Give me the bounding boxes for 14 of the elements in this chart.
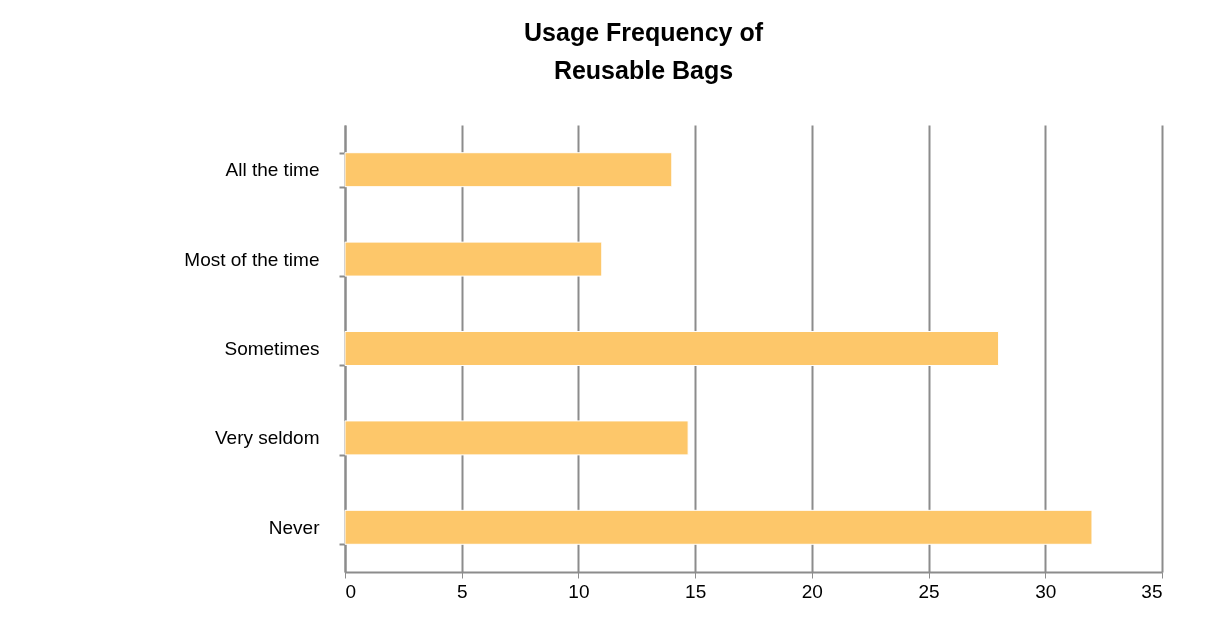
x-tick-label: 10	[568, 580, 590, 602]
y-tick-label: Sometimes	[224, 338, 320, 359]
x-tick-label: 5	[456, 580, 468, 602]
x-tick-label: 30	[1035, 580, 1057, 602]
x-tick-label: 25	[918, 580, 940, 602]
y-tick-label: Very seldom	[214, 427, 320, 449]
y-tick-label: Never	[268, 516, 321, 538]
x-tick-label: 15	[685, 580, 707, 602]
x-tick-label: 20	[801, 580, 823, 602]
x-tick-label: 35	[1141, 580, 1163, 602]
y-tick-label: Most of the time	[184, 248, 320, 270]
x-tick-label: 0	[345, 580, 357, 602]
chart-title: Usage Frequency of Reusable Bags	[524, 18, 764, 84]
y-tick-label: All the time	[225, 159, 320, 181]
